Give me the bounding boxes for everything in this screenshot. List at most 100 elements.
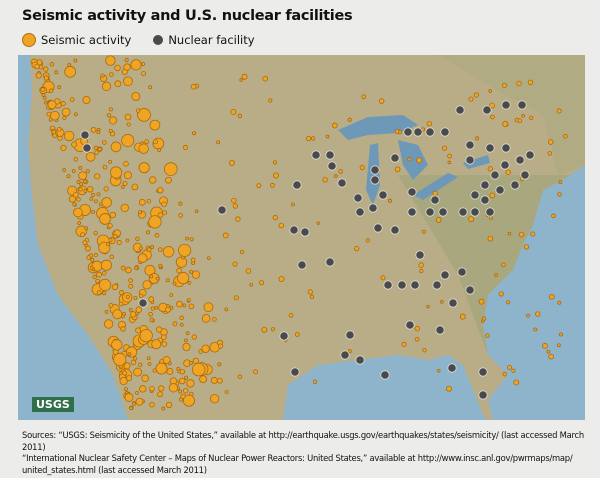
seismic-marker xyxy=(85,169,90,174)
seismic-marker xyxy=(237,113,243,118)
seismic-marker xyxy=(109,254,114,260)
seismic-marker xyxy=(154,305,159,310)
seismic-marker xyxy=(262,75,268,82)
seismic-marker xyxy=(148,312,153,317)
seismic-marker xyxy=(82,240,88,246)
seismic-marker xyxy=(192,357,199,364)
seismic-marker xyxy=(253,369,259,375)
nuclear-facility-marker xyxy=(501,100,511,110)
seismic-marker xyxy=(149,317,154,323)
seismic-marker xyxy=(101,81,112,92)
seismic-marker xyxy=(108,159,112,164)
nuclear-facility-marker xyxy=(501,143,511,153)
nuclear-facility-marker xyxy=(478,367,488,377)
seismic-marker xyxy=(178,243,192,257)
seismic-marker xyxy=(122,180,128,186)
seismic-marker xyxy=(130,359,137,366)
seismic-marker xyxy=(261,326,268,333)
seismic-marker xyxy=(488,89,493,93)
seismic-marker xyxy=(122,370,128,376)
seismic-marker xyxy=(157,247,163,252)
nuclear-facility-marker xyxy=(480,195,490,205)
seismic-marker xyxy=(129,406,133,411)
seismic-marker xyxy=(146,356,151,361)
seismic-marker xyxy=(426,121,432,127)
seismic-marker xyxy=(230,108,237,115)
seismic-marker xyxy=(155,362,168,375)
seismic-marker xyxy=(548,353,554,360)
seismic-marker xyxy=(533,327,538,332)
seismic-marker xyxy=(526,313,530,318)
seismic-marker xyxy=(178,213,183,218)
seismic-marker xyxy=(118,290,124,296)
nuclear-facility-marker xyxy=(430,195,440,205)
legend-seismic-label: Seismic activity xyxy=(41,33,132,47)
seismic-marker xyxy=(288,312,294,318)
seismic-marker xyxy=(186,298,191,303)
seismic-marker xyxy=(182,144,188,150)
seismic-marker xyxy=(160,334,167,341)
seismic-marker xyxy=(521,113,525,118)
seismic-marker xyxy=(161,406,166,411)
seismic-marker xyxy=(72,202,77,207)
seismic-marker xyxy=(211,316,217,322)
seismic-marker xyxy=(94,199,98,204)
seismic-marker xyxy=(102,140,107,145)
seismic-marker xyxy=(166,367,174,375)
seismic-marker xyxy=(501,82,507,88)
seismic-marker xyxy=(146,247,152,253)
nuclear-facility-marker xyxy=(370,165,380,175)
seismic-marker xyxy=(481,319,485,323)
seismic-marker xyxy=(106,242,110,247)
seismic-marker xyxy=(505,169,511,175)
seismic-marker xyxy=(527,79,534,86)
nuclear-facility-marker xyxy=(300,227,310,237)
nuclear-facility-marker xyxy=(440,270,450,280)
seismic-marker xyxy=(239,78,243,82)
seismic-marker xyxy=(559,332,563,337)
seismic-marker xyxy=(259,280,265,286)
canada-region xyxy=(438,55,585,175)
nuclear-facility-marker xyxy=(370,175,380,185)
seismic-marker xyxy=(186,379,195,388)
seismic-marker xyxy=(49,62,55,67)
seismic-marker xyxy=(189,237,194,242)
seismic-marker xyxy=(426,305,430,309)
seismic-marker xyxy=(547,139,554,145)
us-map xyxy=(18,55,585,420)
nuclear-facility-marker xyxy=(482,105,492,115)
seismic-marker xyxy=(131,183,139,191)
seismic-marker xyxy=(149,385,155,392)
seismic-marker xyxy=(130,59,142,71)
seismic-marker xyxy=(84,226,89,231)
seismic-marker xyxy=(164,306,171,313)
seismic-marker xyxy=(294,332,300,337)
lake-ontario xyxy=(463,155,490,169)
seismic-marker xyxy=(120,314,125,319)
nuclear-facility-marker xyxy=(500,160,510,170)
seismic-marker xyxy=(394,166,401,173)
seismic-marker xyxy=(210,376,218,384)
seismic-marker xyxy=(67,63,72,67)
seismic-marker xyxy=(228,160,235,166)
seismic-marker xyxy=(35,72,42,79)
seismic-marker xyxy=(114,80,122,88)
seismic-marker xyxy=(94,150,99,155)
seismic-marker xyxy=(359,165,365,171)
seismic-marker xyxy=(191,270,201,279)
seismic-marker xyxy=(72,191,79,198)
nuclear-facility-marker xyxy=(425,127,435,137)
seismic-marker xyxy=(139,246,143,251)
seismic-marker xyxy=(149,274,154,279)
nuclear-facility-marker xyxy=(470,190,480,200)
seismic-marker xyxy=(120,326,126,332)
seismic-marker xyxy=(85,245,91,252)
seismic-marker xyxy=(76,197,81,202)
seismic-marker xyxy=(270,327,276,332)
seismic-marker xyxy=(69,97,75,102)
seismic-marker xyxy=(110,141,122,153)
seismic-marker xyxy=(459,313,466,320)
seismic-marker xyxy=(387,198,392,203)
nuclear-facility-marker xyxy=(470,207,480,217)
seismic-marker xyxy=(150,306,155,311)
